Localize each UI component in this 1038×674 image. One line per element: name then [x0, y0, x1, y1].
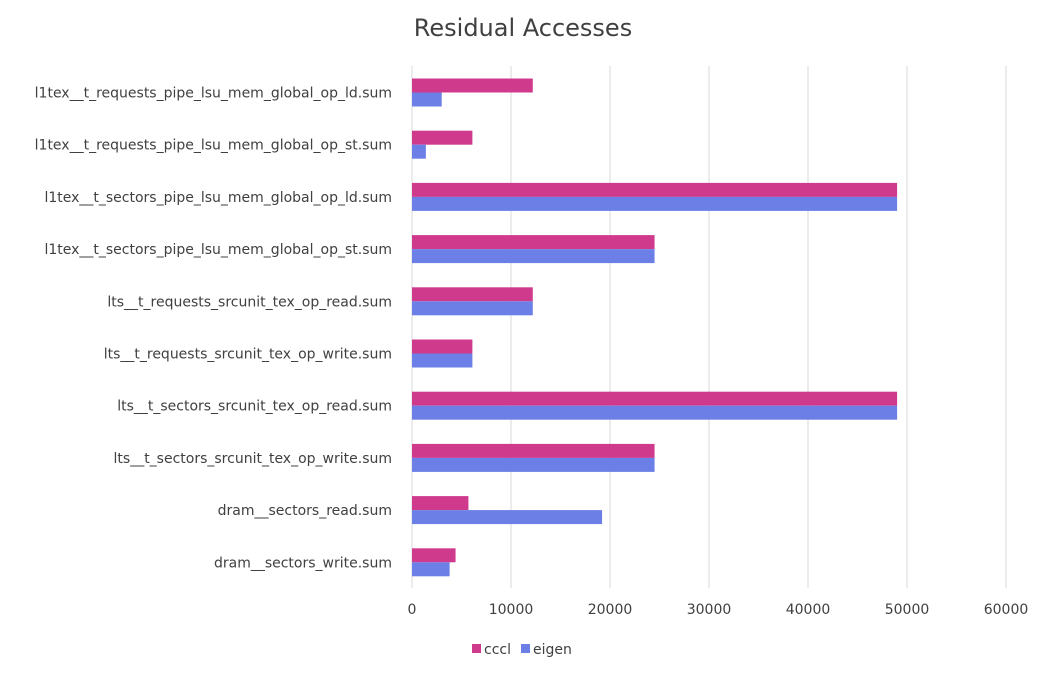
- x-tick-label: 20000: [588, 602, 633, 618]
- x-tick-label: 60000: [984, 602, 1029, 618]
- chart-title: Residual Accesses: [414, 14, 632, 42]
- bar-cccl: [412, 496, 469, 511]
- bar-eigen: [412, 301, 533, 316]
- bar-eigen: [412, 405, 898, 420]
- x-tick-label: 0: [408, 602, 417, 618]
- bar-cccl: [412, 391, 898, 406]
- bar-cccl: [412, 443, 655, 458]
- bar-eigen: [412, 249, 655, 264]
- bar-eigen: [412, 353, 473, 368]
- category-label: l1tex__t_sectors_pipe_lsu_mem_global_op_…: [44, 190, 392, 206]
- bar-eigen: [412, 510, 603, 525]
- category-label: dram__sectors_read.sum: [218, 503, 392, 519]
- bar-cccl: [412, 182, 898, 197]
- category-labels: l1tex__t_requests_pipe_lsu_mem_global_op…: [35, 86, 392, 572]
- category-label: l1tex__t_requests_pipe_lsu_mem_global_op…: [35, 86, 392, 102]
- bar-eigen: [412, 144, 426, 159]
- bar-cccl: [412, 130, 473, 145]
- x-axis-tick-labels: 0 10000 20000 30000 40000 50000 60000: [408, 602, 1029, 618]
- bar-cccl: [412, 548, 456, 563]
- x-tick-label: 40000: [786, 602, 831, 618]
- legend-swatch-cccl: [472, 644, 481, 653]
- category-label: lts__t_sectors_srcunit_tex_op_read.sum: [117, 399, 392, 415]
- category-label: l1tex__t_sectors_pipe_lsu_mem_global_op_…: [44, 242, 392, 258]
- x-tick-label: 10000: [489, 602, 534, 618]
- bar-eigen: [412, 457, 655, 472]
- category-label: lts__t_requests_srcunit_tex_op_write.sum: [104, 347, 392, 363]
- bar-eigen: [412, 196, 898, 211]
- legend: cccl eigen: [472, 642, 572, 658]
- bar-cccl: [412, 339, 473, 354]
- category-label: lts__t_sectors_srcunit_tex_op_write.sum: [114, 451, 392, 467]
- gridlines: [411, 66, 1007, 588]
- legend-label-eigen: eigen: [533, 642, 572, 658]
- legend-swatch-eigen: [520, 644, 530, 653]
- x-tick-label: 30000: [687, 602, 732, 618]
- category-label: dram__sectors_write.sum: [214, 555, 392, 571]
- legend-label-cccl: cccl: [484, 642, 511, 658]
- bar-eigen: [412, 562, 450, 577]
- bar-cccl: [412, 78, 533, 93]
- category-label: lts__t_requests_srcunit_tex_op_read.sum: [107, 294, 392, 310]
- x-tick-label: 50000: [885, 602, 930, 618]
- bar-cccl: [412, 235, 655, 250]
- bars: [412, 78, 898, 577]
- bar-cccl: [412, 287, 533, 302]
- category-label: l1tex__t_requests_pipe_lsu_mem_global_op…: [35, 138, 392, 154]
- bar-eigen: [412, 92, 442, 107]
